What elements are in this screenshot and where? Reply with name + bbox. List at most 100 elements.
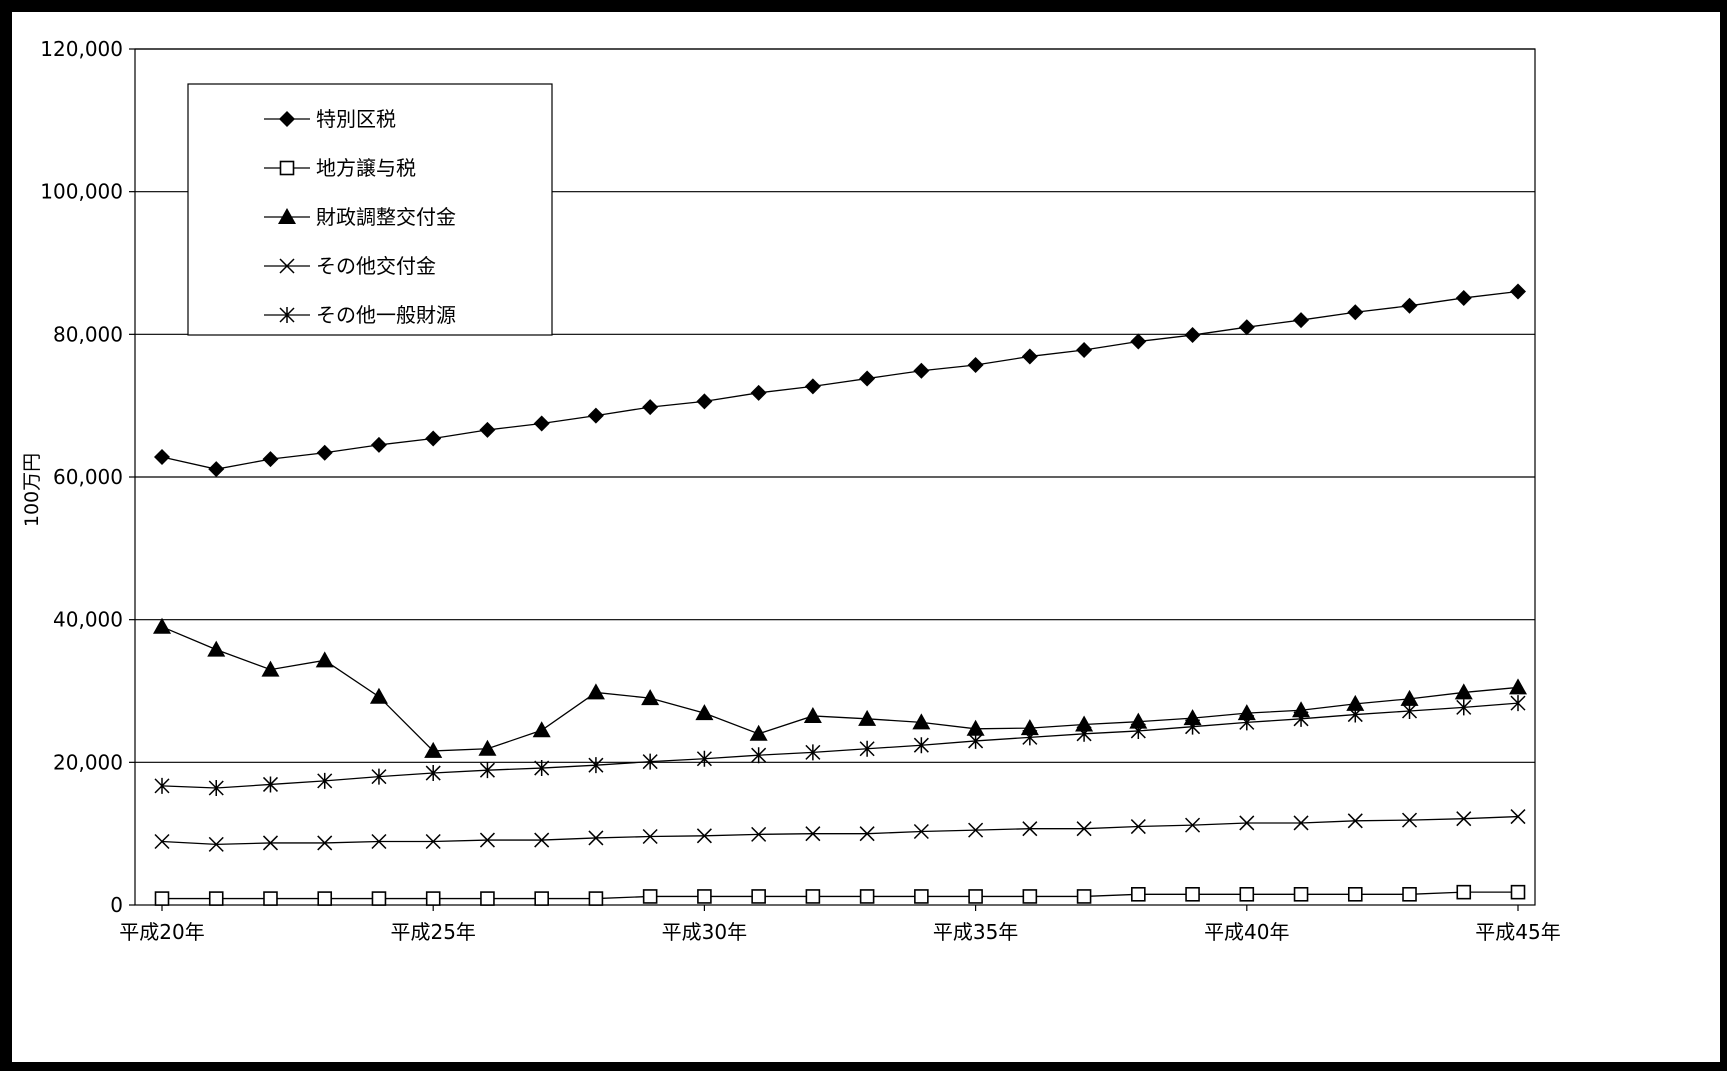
y-tick-label: 20,000 xyxy=(53,750,123,774)
diamond-marker xyxy=(913,362,930,379)
star-marker xyxy=(154,777,170,794)
series-lines xyxy=(153,283,1527,906)
x-marker xyxy=(1022,821,1038,837)
x-marker xyxy=(805,826,821,842)
star-marker xyxy=(642,753,658,770)
star-marker xyxy=(859,740,875,757)
diamond-marker xyxy=(1401,297,1418,314)
chart-frame: 0 20,000 40,000 60,000 80,000 100,000 120,000 平… xyxy=(12,12,1720,1062)
triangle-marker xyxy=(803,706,822,723)
triangle-marker xyxy=(424,741,443,758)
triangle-marker xyxy=(1454,683,1473,700)
square-marker xyxy=(1131,886,1146,902)
square-marker xyxy=(805,889,821,904)
series-2 xyxy=(154,884,1526,906)
x-marker xyxy=(696,828,712,844)
star-marker xyxy=(279,307,295,323)
series-1 xyxy=(154,283,1526,478)
square-marker xyxy=(208,891,224,906)
triangle-marker xyxy=(966,719,985,736)
triangle-marker xyxy=(369,687,388,704)
square-marker xyxy=(914,889,929,904)
x-marker xyxy=(208,836,224,852)
triangle-marker xyxy=(912,713,931,730)
x-marker xyxy=(279,258,295,274)
x-marker xyxy=(913,823,929,840)
triangle-marker xyxy=(858,709,877,726)
legend-entry: 地方譲与税 xyxy=(264,156,416,180)
square-marker xyxy=(371,891,387,906)
x-marker xyxy=(425,833,441,850)
triangle-marker xyxy=(532,721,551,738)
diamond-marker xyxy=(208,461,225,478)
star-marker xyxy=(1401,702,1418,719)
triangle-marker xyxy=(1400,689,1419,706)
square-marker xyxy=(317,891,333,906)
triangle-marker xyxy=(641,689,660,706)
x-marker xyxy=(642,828,658,845)
series-4 xyxy=(154,809,1526,852)
y-tick-label: 120,000 xyxy=(40,37,123,61)
square-marker xyxy=(1022,889,1038,904)
triangle-marker xyxy=(207,640,226,657)
x-marker xyxy=(534,832,550,848)
series-5 xyxy=(154,695,1526,797)
series-line xyxy=(161,290,1519,470)
legend-label: 地方譲与税 xyxy=(316,156,416,180)
x-marker xyxy=(1347,813,1363,829)
y-axis-label: 100万円 xyxy=(21,453,43,527)
square-marker xyxy=(1510,884,1526,900)
x-marker xyxy=(479,832,495,848)
x-marker xyxy=(1456,811,1472,827)
diamond-marker xyxy=(370,436,387,453)
triangle-marker xyxy=(1075,715,1094,732)
diamond-marker xyxy=(1510,283,1526,300)
diamond-marker xyxy=(1293,312,1310,329)
series-line xyxy=(161,626,1519,752)
square-marker xyxy=(859,889,875,904)
star-marker xyxy=(1239,714,1255,731)
star-marker xyxy=(1130,722,1146,739)
square-marker xyxy=(751,889,766,904)
diamond-marker xyxy=(1455,289,1472,306)
x-marker xyxy=(1130,819,1146,835)
diamond-marker xyxy=(479,421,496,438)
triangle-marker xyxy=(315,651,334,668)
legend-entry: その他一般財源 xyxy=(264,303,456,327)
square-marker xyxy=(697,889,712,904)
star-marker xyxy=(968,732,984,749)
square-marker xyxy=(1347,886,1363,902)
star-marker xyxy=(479,762,495,779)
x-tick-label: 平成30年 xyxy=(662,920,747,944)
legend-label: 特別区税 xyxy=(316,107,396,131)
line-chart: 0 20,000 40,000 60,000 80,000 100,000 120,000 平… xyxy=(21,37,1561,944)
square-marker xyxy=(1293,886,1309,902)
diamond-marker xyxy=(1238,319,1255,336)
square-marker xyxy=(588,891,604,906)
legend-label: その他交付金 xyxy=(316,254,436,278)
square-marker xyxy=(968,889,983,904)
x-marker xyxy=(262,835,279,851)
diamond-marker xyxy=(1184,327,1201,344)
triangle-marker xyxy=(261,660,280,677)
diamond-marker xyxy=(804,378,821,395)
star-marker xyxy=(208,780,224,797)
y-tick-label: 40,000 xyxy=(53,608,123,632)
x-marker xyxy=(588,830,604,846)
x-marker xyxy=(317,835,333,851)
square-marker xyxy=(263,891,278,906)
x-marker xyxy=(968,822,984,838)
diamond-marker xyxy=(642,399,659,416)
star-marker xyxy=(805,744,821,761)
y-tick-label: 0 xyxy=(110,893,123,917)
triangle-marker xyxy=(586,683,605,700)
x-marker xyxy=(1185,817,1201,833)
x-marker xyxy=(154,833,170,850)
axes: 0 20,000 40,000 60,000 80,000 100,000 120,000 平… xyxy=(40,37,1560,944)
x-marker xyxy=(1076,821,1092,837)
star-marker xyxy=(262,776,279,793)
diamond-marker xyxy=(1076,342,1093,359)
triangle-marker xyxy=(749,724,768,741)
star-marker xyxy=(588,757,604,774)
